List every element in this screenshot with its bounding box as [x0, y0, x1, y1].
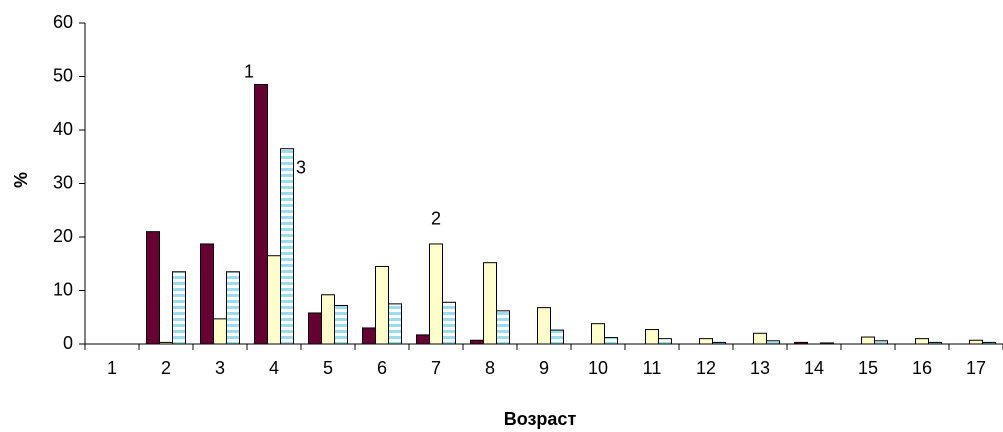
- x-tick-label: 1: [107, 358, 117, 378]
- series-label: 1: [244, 61, 254, 81]
- bar: [375, 265, 389, 345]
- x-tick-label: 9: [539, 358, 549, 378]
- x-tick-label: 10: [588, 358, 608, 378]
- bar: [550, 329, 564, 345]
- bar: [254, 84, 268, 345]
- x-tick-label: 16: [912, 358, 932, 378]
- x-tick-label: 7: [431, 358, 441, 378]
- series-label: 3: [296, 157, 306, 177]
- bar: [483, 262, 497, 345]
- bar: [537, 307, 551, 345]
- series-label: 2: [431, 209, 441, 229]
- x-tick-label: 5: [323, 358, 333, 378]
- y-tick-label: 40: [53, 119, 73, 139]
- y-tick-label: 0: [63, 333, 73, 353]
- bar: [915, 338, 929, 345]
- bar: [226, 271, 240, 345]
- x-tick-label: 2: [161, 358, 171, 378]
- bar: [334, 304, 348, 345]
- bar: [794, 341, 808, 345]
- bar: [712, 341, 726, 345]
- bar: [645, 329, 659, 345]
- x-tick-label: 4: [269, 358, 279, 378]
- x-tick-label: 11: [643, 358, 662, 378]
- bar: [146, 231, 160, 345]
- bar: [172, 271, 186, 345]
- bar: [820, 342, 834, 345]
- y-tick-label: 10: [53, 279, 73, 299]
- y-tick-label: 30: [53, 172, 73, 192]
- bar: [416, 334, 430, 345]
- bar: [159, 341, 173, 345]
- bar: [308, 312, 322, 345]
- bar: [496, 310, 510, 345]
- bar: [928, 341, 942, 345]
- bar: [591, 323, 605, 345]
- x-tick-label: 15: [858, 358, 878, 378]
- bar: [267, 255, 281, 345]
- x-tick-label: 12: [696, 358, 716, 378]
- bar: [442, 301, 456, 345]
- x-tick-label: 13: [750, 358, 770, 378]
- bar: [753, 332, 767, 345]
- y-tick-label: 50: [53, 65, 73, 85]
- bar: [200, 243, 214, 345]
- bar: [321, 294, 335, 345]
- bar: [470, 339, 484, 345]
- bar: [213, 318, 227, 345]
- bar: [982, 341, 996, 345]
- bar: [280, 148, 294, 345]
- x-tick-label: 17: [966, 358, 986, 378]
- y-axis-label: %: [11, 172, 31, 188]
- bar: [658, 338, 672, 345]
- x-axis-label: Возраст: [504, 409, 577, 429]
- bar: [766, 340, 780, 345]
- bar: [429, 243, 443, 345]
- bar: [874, 340, 888, 345]
- bar: [969, 339, 983, 345]
- bar: [699, 338, 713, 345]
- bar: [604, 337, 618, 345]
- bar: [861, 336, 875, 345]
- x-tick-label: 3: [215, 358, 225, 378]
- x-tick-label: 14: [804, 358, 824, 378]
- bar: [362, 327, 376, 345]
- x-tick-label: 8: [485, 358, 495, 378]
- x-tick-label: 6: [377, 358, 387, 378]
- y-tick-label: 60: [53, 12, 73, 32]
- bar: [388, 303, 402, 345]
- y-tick-label: 20: [53, 226, 73, 246]
